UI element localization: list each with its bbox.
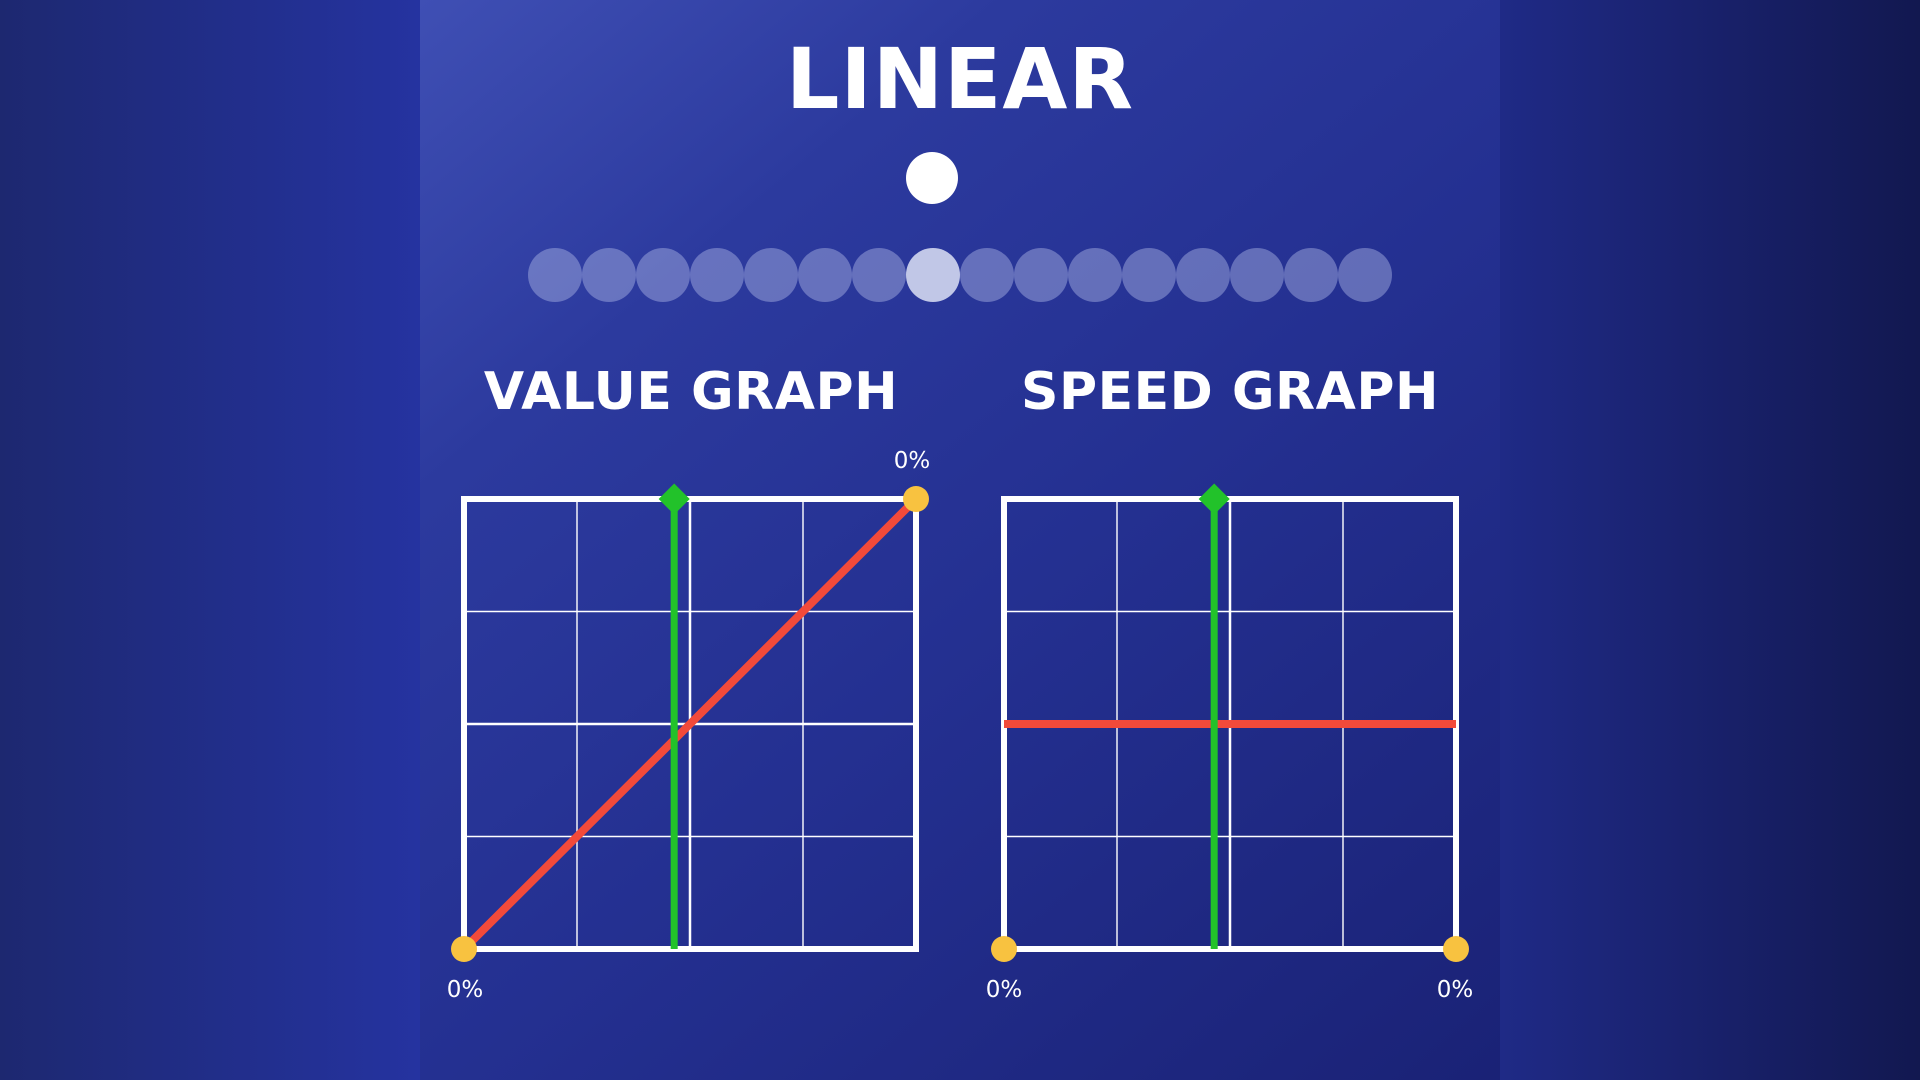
value-curve [460,495,920,953]
speed-keyframe-end [1443,936,1469,962]
speed-keyframe-start [991,936,1017,962]
speed-label-bottom-right: 0% [1437,977,1474,1003]
position-dot [852,248,906,302]
position-dot [960,248,1014,302]
value-graph-frame [461,496,919,952]
value-playhead-marker [658,483,690,515]
value-graph: 0% 0% [447,448,931,1003]
position-dot-current [906,248,960,302]
position-dot [1230,248,1284,302]
position-dot [1122,248,1176,302]
value-label-top-right: 0% [894,448,931,474]
right-background [1500,0,1920,1080]
position-dot [690,248,744,302]
value-keyframe-end [903,486,929,512]
position-dot [798,248,852,302]
speed-graph-title: SPEED GRAPH [1021,362,1439,422]
speed-label-bottom-left: 0% [986,977,1023,1003]
ball-position-track [528,248,1392,302]
main-panel [420,0,1500,1080]
position-dot [1068,248,1122,302]
position-dot [636,248,690,302]
position-dot [528,248,582,302]
position-dot [1338,248,1392,302]
value-graph-title: VALUE GRAPH [483,362,899,422]
position-dot [1176,248,1230,302]
speed-playhead-marker [1198,483,1230,515]
position-dot [744,248,798,302]
left-background [0,0,420,1080]
position-dot [1284,248,1338,302]
easing-title: LINEAR [785,30,1135,128]
value-label-bottom-left: 0% [447,977,484,1003]
value-keyframe-start [451,936,477,962]
speed-graph: 0% 0% [986,483,1474,1003]
animated-ball [906,152,958,204]
position-dot [582,248,636,302]
position-dot [1014,248,1068,302]
